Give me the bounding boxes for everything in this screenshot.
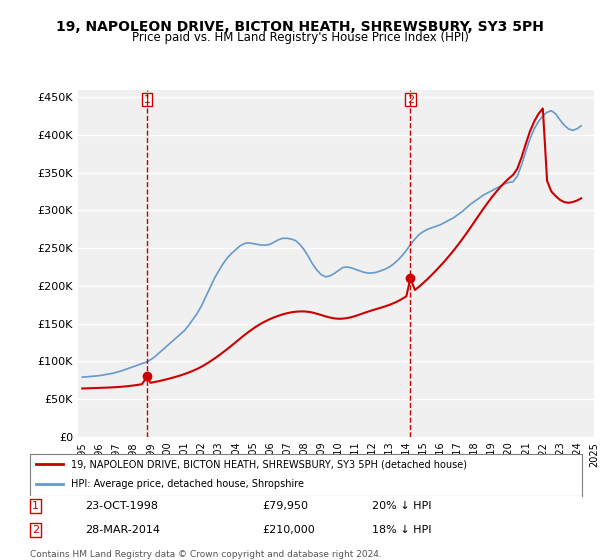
Text: 1: 1 bbox=[32, 501, 39, 511]
Text: 2: 2 bbox=[407, 95, 414, 105]
Text: 19, NAPOLEON DRIVE, BICTON HEATH, SHREWSBURY, SY3 5PH: 19, NAPOLEON DRIVE, BICTON HEATH, SHREWS… bbox=[56, 20, 544, 34]
Text: 19, NAPOLEON DRIVE, BICTON HEATH, SHREWSBURY, SY3 5PH (detached house): 19, NAPOLEON DRIVE, BICTON HEATH, SHREWS… bbox=[71, 459, 467, 469]
Text: 28-MAR-2014: 28-MAR-2014 bbox=[85, 525, 160, 535]
Text: £79,950: £79,950 bbox=[262, 501, 308, 511]
Text: 23-OCT-1998: 23-OCT-1998 bbox=[85, 501, 158, 511]
Text: 1: 1 bbox=[144, 95, 151, 105]
Text: 18% ↓ HPI: 18% ↓ HPI bbox=[372, 525, 432, 535]
Text: HPI: Average price, detached house, Shropshire: HPI: Average price, detached house, Shro… bbox=[71, 479, 304, 489]
Text: Contains HM Land Registry data © Crown copyright and database right 2024.
This d: Contains HM Land Registry data © Crown c… bbox=[30, 550, 382, 560]
Text: £210,000: £210,000 bbox=[262, 525, 314, 535]
Text: 20% ↓ HPI: 20% ↓ HPI bbox=[372, 501, 432, 511]
Text: 2: 2 bbox=[32, 525, 39, 535]
Text: Price paid vs. HM Land Registry's House Price Index (HPI): Price paid vs. HM Land Registry's House … bbox=[131, 31, 469, 44]
